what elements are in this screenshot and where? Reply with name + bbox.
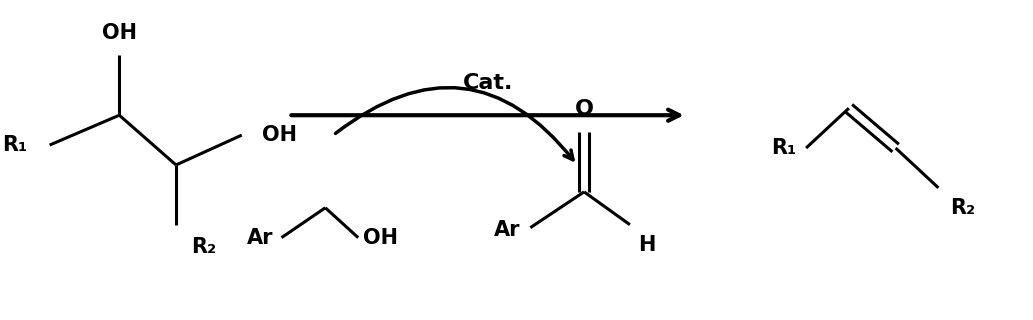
Text: Cat.: Cat. [463,73,512,93]
Text: O: O [574,99,594,119]
Text: R₁: R₁ [771,138,796,158]
Text: Ar: Ar [494,220,521,240]
Text: H: H [637,235,655,255]
FancyArrowPatch shape [336,88,573,160]
Text: R₂: R₂ [191,236,216,257]
Text: R₁: R₁ [3,135,28,155]
Text: Ar: Ar [247,228,274,248]
Text: OH: OH [261,125,296,145]
Text: OH: OH [102,22,136,43]
Text: OH: OH [364,228,398,248]
Text: R₂: R₂ [950,198,975,218]
